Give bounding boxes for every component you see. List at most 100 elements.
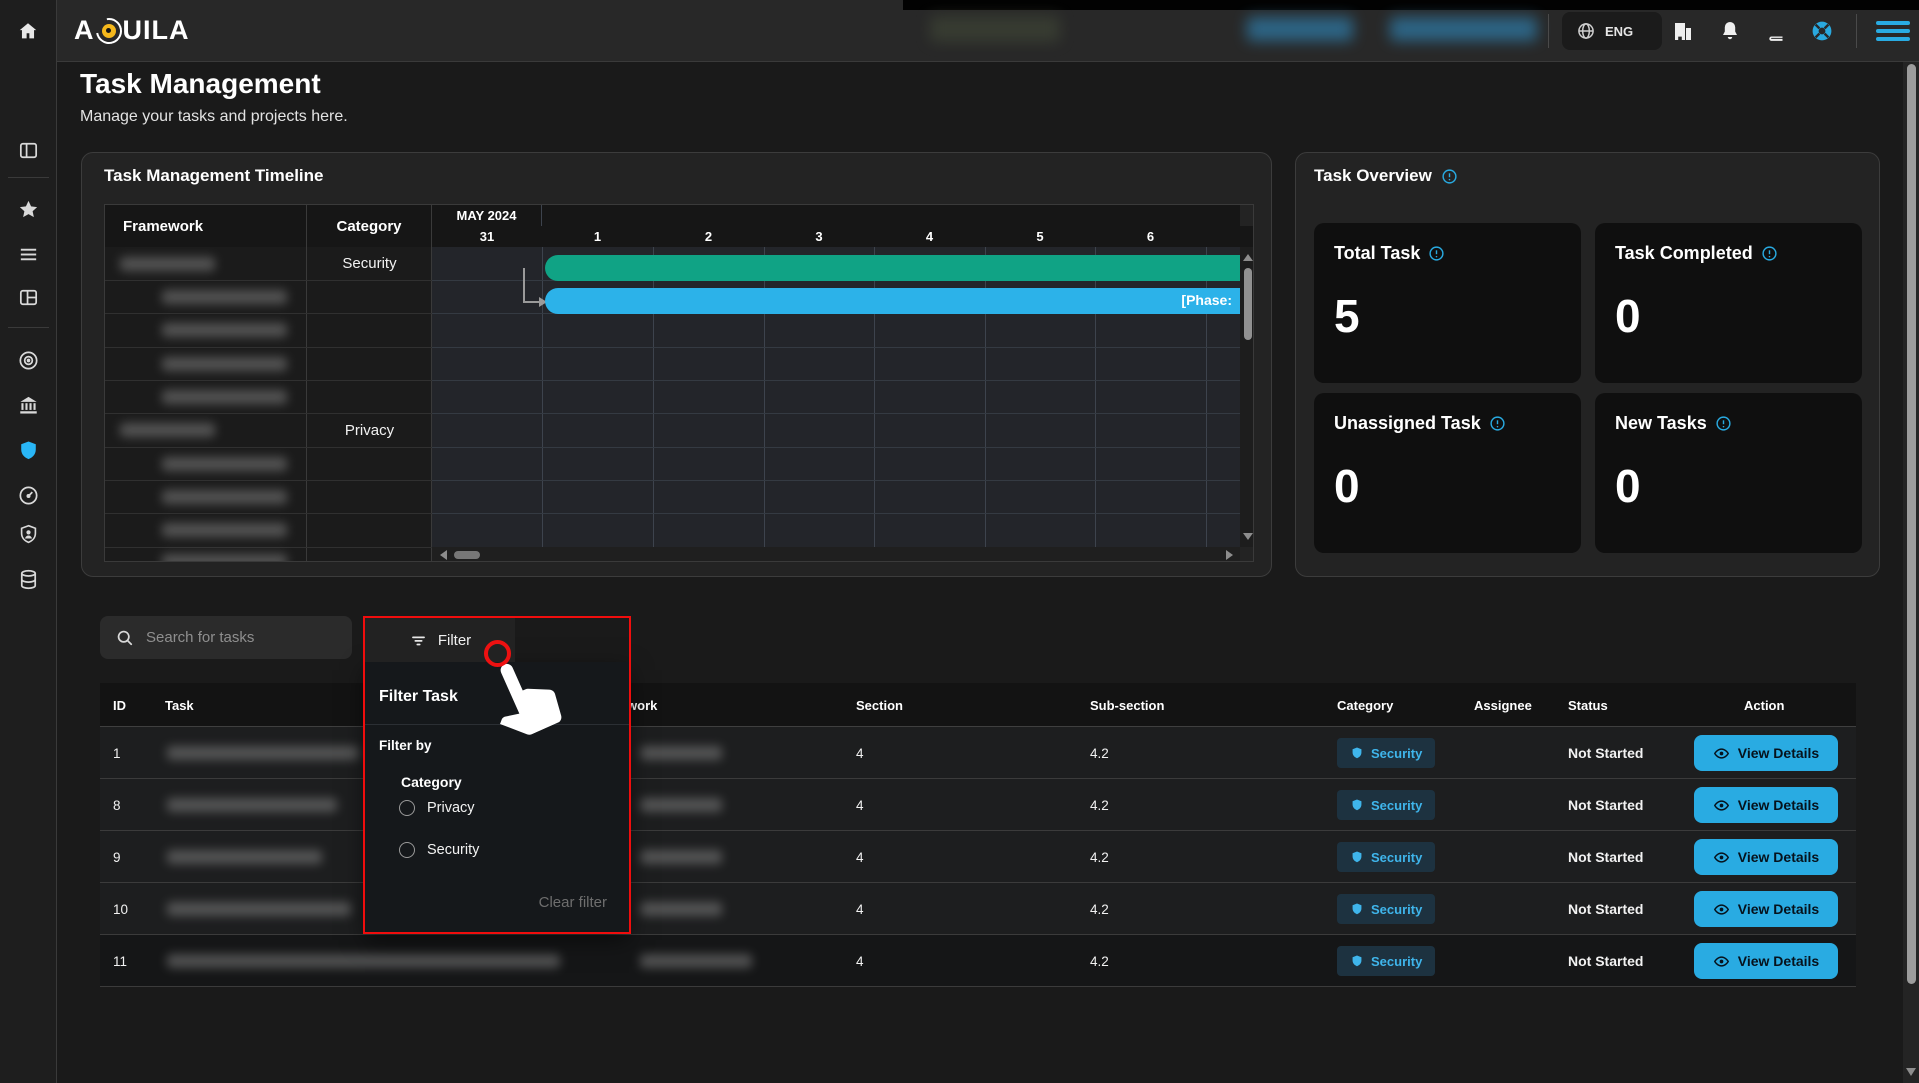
filter-button[interactable]: Filter: [365, 618, 515, 662]
gantt-bar-security[interactable]: [545, 255, 1240, 281]
gantt-hscroll-thumb[interactable]: [454, 551, 480, 559]
gantt-scroll-left-icon[interactable]: [440, 550, 447, 560]
filter-group-category: Category: [401, 774, 462, 790]
gantt-category-security: Security: [342, 255, 397, 272]
sidebar-item-panels-icon[interactable]: [17, 139, 40, 162]
redacted-framework-name: [120, 257, 215, 271]
cell-section: 4: [856, 953, 864, 969]
cell-subsection: 4.2: [1090, 901, 1109, 917]
gantt-bar-phase[interactable]: [Phase:: [545, 288, 1240, 314]
nav-divider-left: [1548, 14, 1549, 48]
filter-panel-title: Filter Task: [379, 688, 458, 705]
cell-subsection: 4.2: [1090, 849, 1109, 865]
card-label: Total Task: [1334, 243, 1421, 263]
clear-filter-link[interactable]: Clear filter: [538, 894, 607, 911]
page-scrollbar-thumb[interactable]: [1906, 64, 1916, 984]
gantt-vscroll-thumb[interactable]: [1243, 268, 1252, 340]
gantt-vertical-scrollbar[interactable]: [1240, 247, 1253, 547]
sidebar-item-gauge-icon[interactable]: [17, 484, 40, 507]
redacted-phase-name: [162, 390, 287, 404]
cell-status: Not Started: [1568, 953, 1644, 969]
redacted-task-name: [167, 902, 351, 916]
page-scrollbar[interactable]: [1903, 62, 1919, 1083]
gantt-horizontal-scrollbar[interactable]: [432, 547, 1240, 561]
info-icon[interactable]: [1489, 415, 1506, 432]
info-icon[interactable]: [1715, 415, 1732, 432]
redacted-task-name: [167, 850, 322, 864]
globe-icon: [1578, 23, 1594, 39]
card-new-tasks: New Tasks 0: [1595, 393, 1862, 553]
cell-status: Not Started: [1568, 745, 1644, 761]
gantt-scroll-up-icon[interactable]: [1243, 254, 1253, 261]
view-details-button[interactable]: View Details: [1694, 943, 1838, 979]
gantt-day: 2: [653, 226, 764, 247]
filter-option-security[interactable]: Security: [399, 842, 479, 858]
gantt-dependency-connector-h: [523, 301, 541, 303]
cell-id: 9: [113, 849, 121, 865]
gantt-scroll-right-icon[interactable]: [1226, 550, 1233, 560]
gantt-scroll-down-icon[interactable]: [1243, 533, 1253, 540]
sidebar-item-dashboard-icon[interactable]: [17, 286, 40, 309]
gantt-day: 7: [1206, 226, 1253, 247]
card-total-task: Total Task 5: [1314, 223, 1581, 383]
radio-privacy[interactable]: [399, 800, 415, 816]
eye-icon: [1713, 747, 1729, 759]
language-selector[interactable]: ENG: [1562, 12, 1662, 50]
redacted-nav-item-3: [1390, 17, 1537, 41]
eye-icon: [1713, 799, 1729, 811]
sidebar-item-institution-icon[interactable]: [17, 394, 40, 417]
card-task-completed: Task Completed 0: [1595, 223, 1862, 383]
cell-id: 10: [113, 901, 129, 917]
view-details-button[interactable]: View Details: [1694, 839, 1838, 875]
shield-icon: [1352, 851, 1362, 863]
redacted-framework-name: [120, 423, 215, 437]
filter-by-label: Filter by: [379, 738, 432, 753]
sidebar-item-tasks-shield-icon-active[interactable]: [17, 439, 40, 462]
gantt-table: Framework Category MAY 2024 31 1 2 3 4 5…: [104, 204, 1254, 562]
redacted-phase-name: [162, 357, 287, 371]
nav-divider-right: [1856, 14, 1857, 48]
shield-icon: [1352, 955, 1362, 967]
home-button[interactable]: [0, 0, 57, 62]
cell-section: 4: [856, 901, 864, 917]
gantt-grid: [Phase:: [432, 247, 1240, 547]
category-badge: Security: [1337, 738, 1436, 768]
gantt-day: 6: [1095, 226, 1206, 247]
view-details-button[interactable]: View Details: [1694, 787, 1838, 823]
dropdown-divider: [365, 724, 629, 725]
category-badge: Security: [1337, 946, 1436, 976]
sidebar-item-database-icon[interactable]: [17, 568, 40, 591]
sidebar-item-list-icon[interactable]: [17, 243, 40, 266]
gantt-day: 4: [874, 226, 985, 247]
sidebar-item-favorites-icon[interactable]: [17, 198, 40, 221]
col-task: Task: [165, 697, 194, 713]
view-details-button[interactable]: View Details: [1694, 735, 1838, 771]
gantt-dependency-connector: [523, 268, 525, 302]
main-menu-icon[interactable]: [1876, 21, 1910, 41]
table-row: 9 4 4.2 Security Not Started View Detail…: [100, 831, 1856, 883]
filter-icon: [411, 635, 425, 645]
redacted-phase-name: [162, 554, 287, 561]
notifications-bell-icon[interactable]: [1718, 19, 1742, 43]
sidebar-item-radar-icon[interactable]: [17, 349, 40, 372]
cell-status: Not Started: [1568, 797, 1644, 813]
view-details-button[interactable]: View Details: [1694, 891, 1838, 927]
support-lifering-icon[interactable]: [1810, 19, 1834, 43]
sidebar-item-user-shield-icon[interactable]: [17, 523, 40, 546]
docs-book-icon[interactable]: [1764, 19, 1788, 43]
info-icon[interactable]: [1428, 245, 1445, 262]
radio-security[interactable]: [399, 842, 415, 858]
search-input[interactable]: [146, 629, 336, 646]
info-icon[interactable]: [1441, 168, 1458, 185]
card-value: 5: [1334, 290, 1360, 342]
card-value: 0: [1615, 460, 1641, 512]
organization-icon[interactable]: [1671, 19, 1695, 43]
timeline-panel: Task Management Timeline Framework Categ…: [81, 152, 1272, 577]
filter-option-privacy[interactable]: Privacy: [399, 800, 475, 816]
redacted-phase-name: [162, 323, 287, 337]
cell-section: 4: [856, 797, 864, 813]
language-label: ENG: [1605, 23, 1634, 39]
page-scroll-down-icon[interactable]: [1906, 1068, 1916, 1076]
redacted-framework: [640, 954, 752, 968]
info-icon[interactable]: [1761, 245, 1778, 262]
